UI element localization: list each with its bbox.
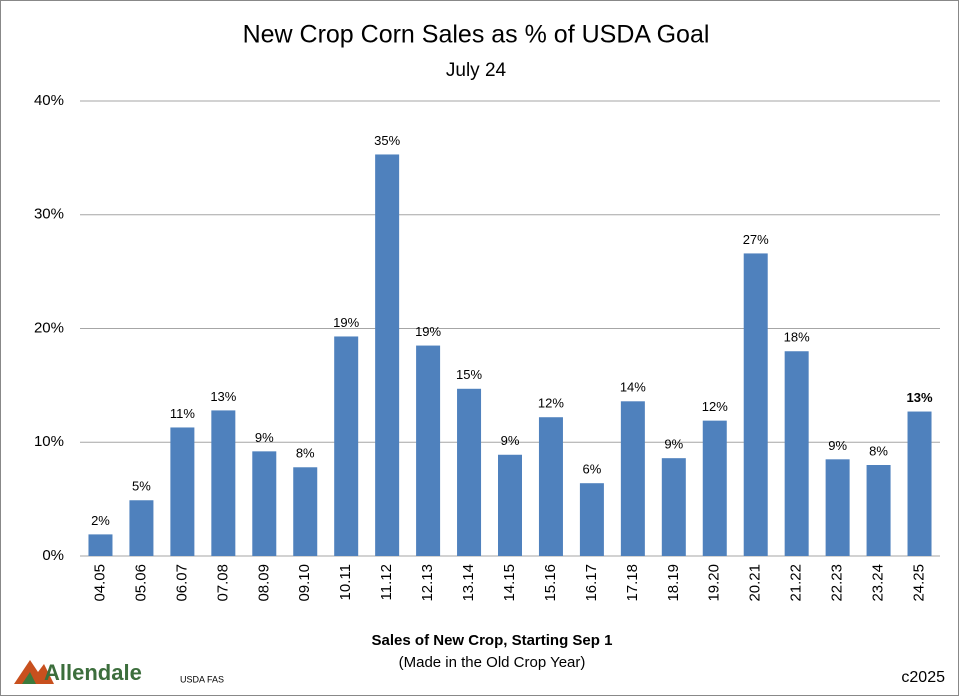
data-label: 27% bbox=[743, 232, 769, 247]
x-tick-label: 12.13 bbox=[419, 564, 436, 602]
data-label: 35% bbox=[374, 133, 400, 148]
y-tick-label: 10% bbox=[34, 433, 64, 450]
x-tick-label: 20.21 bbox=[747, 564, 764, 602]
data-label: 19% bbox=[415, 324, 441, 339]
bar bbox=[252, 451, 277, 556]
x-tick-label: 04.05 bbox=[91, 564, 108, 602]
data-label: 2% bbox=[91, 513, 110, 528]
x-tick-label: 15.16 bbox=[542, 564, 559, 602]
bar bbox=[743, 253, 768, 557]
chart-title: New Crop Corn Sales as % of USDA Goal bbox=[243, 21, 710, 49]
bar bbox=[416, 345, 441, 556]
bar bbox=[293, 467, 318, 556]
bar bbox=[457, 388, 482, 556]
bar bbox=[211, 410, 236, 556]
x-tick-label: 06.07 bbox=[173, 564, 190, 602]
y-tick-label: 40% bbox=[34, 92, 64, 109]
x-axis-note: (Made in the Old Crop Year) bbox=[399, 654, 586, 671]
x-tick-label: 16.17 bbox=[583, 564, 600, 602]
data-label: 12% bbox=[702, 399, 728, 414]
x-axis-title: Sales of New Crop, Starting Sep 1 bbox=[372, 632, 613, 649]
x-tick-label: 17.18 bbox=[624, 564, 641, 602]
x-tick-label: 05.06 bbox=[132, 564, 149, 602]
y-tick-label: 0% bbox=[42, 547, 64, 564]
x-tick-label: 08.09 bbox=[255, 564, 272, 602]
bar bbox=[334, 336, 359, 556]
bar bbox=[579, 483, 604, 556]
source: USDA FAS bbox=[180, 674, 224, 684]
x-tick-label: 18.19 bbox=[665, 564, 682, 602]
bar bbox=[784, 351, 809, 556]
copyright: c2025 bbox=[901, 669, 945, 686]
bar bbox=[538, 417, 563, 556]
x-tick-label: 22.23 bbox=[829, 564, 846, 602]
bar bbox=[498, 454, 522, 556]
data-label: 14% bbox=[620, 380, 646, 395]
bar bbox=[907, 411, 932, 556]
data-label: 9% bbox=[255, 430, 274, 445]
bar bbox=[825, 459, 850, 556]
data-label: 13% bbox=[210, 389, 236, 404]
bar bbox=[661, 458, 686, 556]
data-label: 18% bbox=[784, 330, 810, 345]
bar bbox=[702, 420, 727, 556]
x-tick-label: 11.12 bbox=[378, 564, 395, 600]
data-label: 9% bbox=[828, 438, 847, 453]
data-label: 8% bbox=[869, 443, 888, 458]
data-label: 13% bbox=[907, 390, 933, 405]
logo-icon bbox=[14, 660, 54, 684]
x-tick-label: 19.20 bbox=[706, 564, 723, 602]
x-tick-label: 07.08 bbox=[214, 564, 231, 602]
data-label: 6% bbox=[583, 462, 602, 477]
data-label: 9% bbox=[664, 437, 683, 452]
x-tick-label: 09.10 bbox=[296, 564, 313, 602]
data-label: 9% bbox=[501, 433, 520, 448]
data-label: 5% bbox=[132, 479, 151, 494]
x-tick-label: 14.15 bbox=[501, 564, 518, 602]
x-tick-label: 24.25 bbox=[910, 564, 927, 602]
data-label: 12% bbox=[538, 396, 564, 411]
y-tick-label: 20% bbox=[34, 319, 64, 336]
x-tick-label: 23.24 bbox=[870, 564, 887, 602]
x-tick-label: 21.22 bbox=[788, 564, 805, 602]
logo-text: Allendale bbox=[44, 660, 142, 685]
bar bbox=[170, 427, 195, 556]
data-label: 11% bbox=[170, 406, 195, 421]
bar bbox=[375, 154, 400, 556]
bar bbox=[866, 465, 891, 556]
bar bbox=[129, 500, 154, 556]
chart-subtitle: July 24 bbox=[446, 60, 507, 81]
data-label: 19% bbox=[333, 315, 359, 330]
x-tick-label: 13.14 bbox=[460, 564, 477, 602]
x-tick-label: 10.11 bbox=[337, 564, 354, 600]
bar bbox=[88, 534, 113, 556]
y-tick-label: 30% bbox=[34, 206, 64, 223]
bar bbox=[620, 401, 645, 556]
data-label: 15% bbox=[456, 367, 482, 382]
data-label: 8% bbox=[296, 446, 315, 461]
